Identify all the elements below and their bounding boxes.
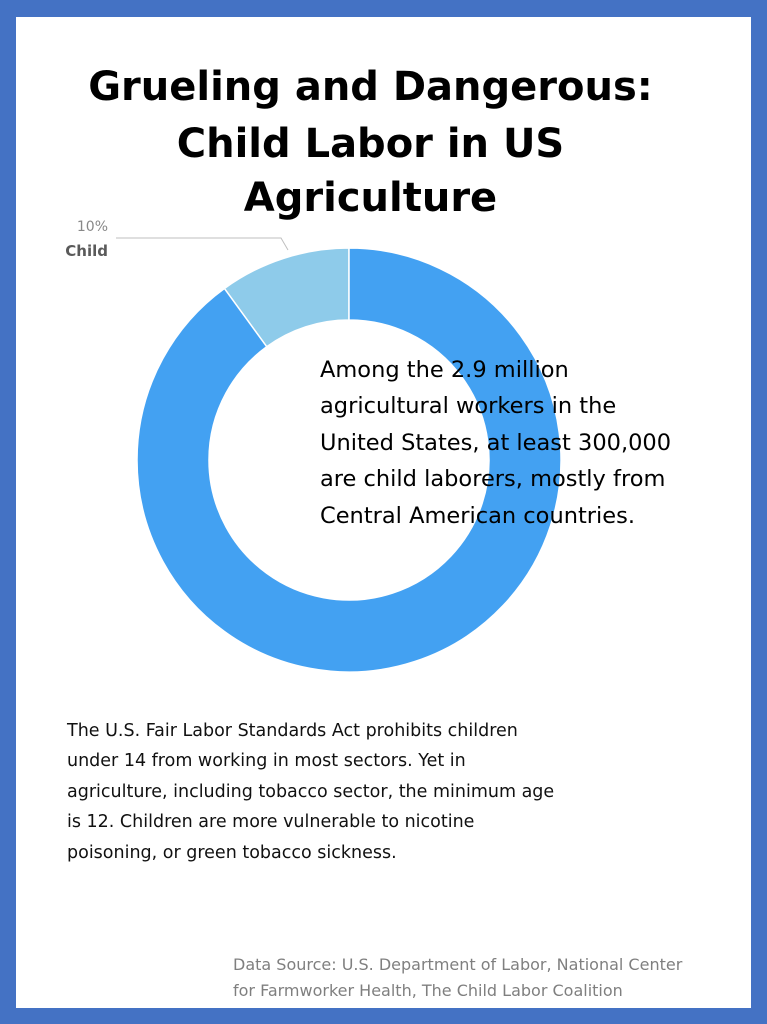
infographic-card — [16, 17, 751, 1008]
child-category-label: Child — [65, 242, 108, 260]
title-line-1: Grueling and Dangerous: — [88, 64, 653, 110]
title-line-2: Child Labor in US — [176, 121, 565, 167]
body-text-line-2: under 14 from working in most sectors. Y… — [67, 751, 466, 771]
callout-line-5: Central American countries. — [320, 503, 635, 529]
donut-slice-other — [136, 247, 562, 673]
data-source-line-2: for Farmworker Health, The Child Labor C… — [233, 981, 623, 1000]
title-line-3: Agriculture — [243, 175, 498, 221]
callout-line-1: Among the 2.9 million — [320, 357, 569, 383]
body-text-line-4: is 12. Children are more vulnerable to n… — [67, 812, 475, 832]
body-text-line-5: poisoning, or green tobacco sickness. — [67, 843, 397, 863]
child-percent-label: 10% — [77, 219, 108, 235]
callout-line-4: are child laborers, mostly from — [320, 466, 666, 492]
callout-line-2: agricultural workers in the — [320, 393, 617, 419]
child-label-leader-line — [116, 237, 289, 251]
body-text-line-1: The U.S. Fair Labor Standards Act prohib… — [67, 721, 518, 741]
body-text-line-3: agriculture, including tobacco sector, t… — [67, 782, 555, 802]
data-source-line-1: Data Source: U.S. Department of Labor, N… — [233, 955, 683, 974]
callout-line-3: United States, at least 300,000 — [320, 430, 672, 456]
